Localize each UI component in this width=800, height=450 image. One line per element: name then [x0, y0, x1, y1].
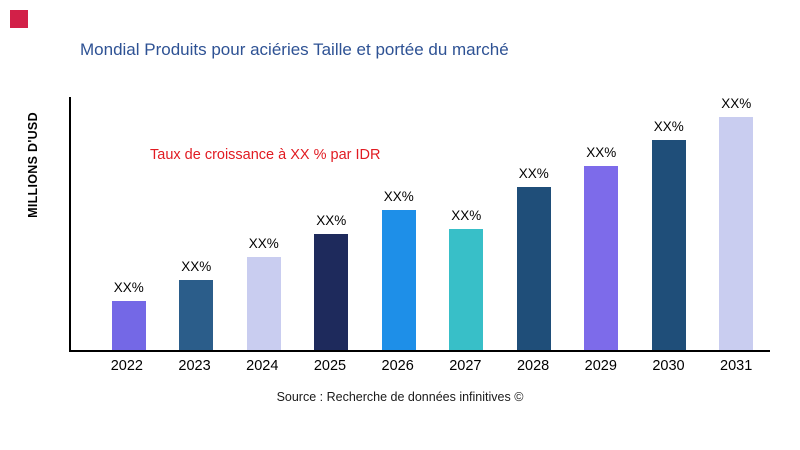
x-tick-2031: 2031 [720, 358, 753, 374]
bar-2031 [719, 117, 754, 350]
bar-2027 [449, 228, 484, 350]
y-axis-label: MILLIONS D'USD [26, 112, 40, 218]
bar-group-2031: XX% [703, 96, 771, 350]
x-tick-2026: 2026 [381, 358, 414, 374]
bar-2025 [314, 233, 349, 350]
bar-value-label-2022: XX% [113, 280, 144, 296]
bar-value-label-2028: XX% [518, 165, 549, 181]
x-tick-2023: 2023 [178, 358, 211, 374]
bar-2024 [246, 256, 281, 350]
x-axis-ticks: 2022 2023 2024 2025 2026 2027 2028 2029 2030 2031 [69, 358, 770, 374]
x-tick-2027: 2027 [449, 358, 482, 374]
bar-group-2024: XX% [230, 97, 298, 350]
bar-group-2030: XX% [635, 97, 703, 350]
bar-2029 [584, 165, 619, 350]
brand-logo [10, 10, 28, 28]
bar-value-label-2027: XX% [451, 207, 482, 223]
x-tick-2024: 2024 [246, 358, 279, 374]
bars-container: XX% XX% XX% XX% XX% XX% XX% XX% XX% XX% [71, 96, 771, 350]
source-attribution: Source : Recherche de données infinitive… [276, 390, 524, 404]
chart-title: Mondial Produits pour aciéries Taille et… [80, 40, 509, 59]
bar-group-2025: XX% [298, 97, 366, 350]
growth-rate-annotation: Taux de croissance à XX % par IDR [150, 147, 381, 163]
bar-2023 [179, 280, 214, 350]
bar-group-2028: XX% [500, 97, 568, 350]
bar-group-2026: XX% [365, 97, 433, 350]
x-tick-2030: 2030 [652, 358, 685, 374]
bar-group-2027: XX% [433, 97, 501, 350]
bar-value-label-2030: XX% [653, 119, 684, 135]
bar-value-label-2024: XX% [248, 235, 279, 251]
x-tick-2022: 2022 [110, 358, 143, 374]
bar-2028 [516, 186, 551, 350]
bar-group-2029: XX% [568, 97, 636, 350]
bar-value-label-2026: XX% [383, 189, 414, 205]
bar-value-label-2031: XX% [721, 96, 752, 111]
x-tick-2029: 2029 [584, 358, 617, 374]
bar-group-2023: XX% [163, 97, 231, 350]
bar-value-label-2023: XX% [181, 259, 212, 275]
x-tick-2025: 2025 [313, 358, 347, 374]
plot-area: XX% XX% XX% XX% XX% XX% XX% XX% XX% XX% [69, 96, 771, 352]
bar-2022 [111, 301, 146, 350]
bar-2030 [651, 140, 686, 350]
bar-2026 [381, 210, 416, 350]
bar-value-label-2025: XX% [316, 212, 347, 228]
bar-group-2022: XX% [95, 97, 163, 350]
bar-value-label-2029: XX% [586, 144, 617, 160]
x-tick-2028: 2028 [516, 358, 550, 374]
